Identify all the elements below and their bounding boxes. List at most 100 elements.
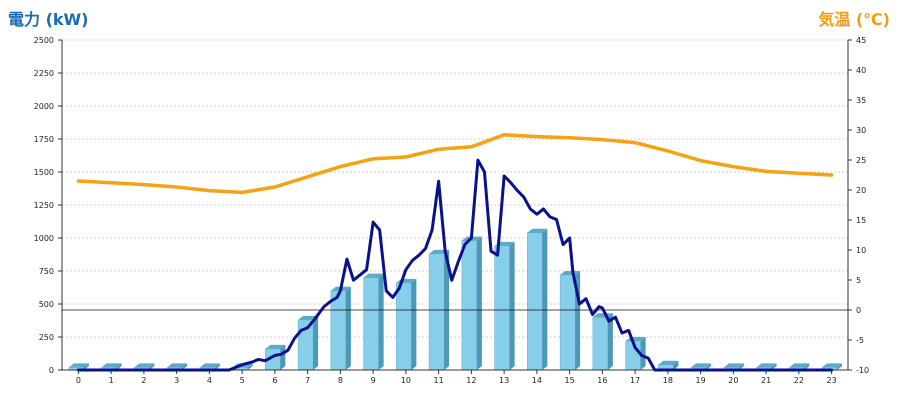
bar-side <box>509 241 515 370</box>
tick-labels: 02505007501000125015001750200022502500-1… <box>34 36 869 385</box>
bar-top <box>167 363 188 368</box>
right-tick-label: 5 <box>856 276 861 285</box>
right-axis-title: 気温 (℃) <box>818 10 890 29</box>
bar-side <box>771 363 777 370</box>
bar-side <box>83 363 89 370</box>
x-tick-label: 19 <box>696 376 706 385</box>
bar-side <box>837 363 843 370</box>
temperature-series <box>76 133 834 195</box>
left-tick-label: 250 <box>39 333 54 342</box>
bar-top <box>363 273 384 278</box>
bar-front <box>494 245 510 371</box>
bar-side <box>214 363 220 370</box>
x-tick-label: 21 <box>761 376 771 385</box>
power-line <box>76 158 834 372</box>
x-tick-label: 12 <box>466 376 476 385</box>
bar <box>396 278 417 371</box>
x-tick-label: 0 <box>76 376 81 385</box>
x-tick-label: 5 <box>240 376 245 385</box>
bar-top <box>822 363 843 368</box>
right-tick-label: 30 <box>856 126 866 135</box>
x-tick-label: 3 <box>174 376 179 385</box>
x-tick-label: 11 <box>434 376 444 385</box>
right-tick-label: 40 <box>856 66 866 75</box>
bar-side <box>706 363 712 370</box>
bar-side <box>247 363 253 370</box>
left-tick-label: 2500 <box>34 36 54 45</box>
bar-side <box>149 363 155 370</box>
bar-front <box>527 232 543 371</box>
bar-side <box>411 278 417 370</box>
axes <box>58 39 852 374</box>
bar-top <box>658 360 679 365</box>
x-tick-label: 8 <box>338 376 343 385</box>
bar-top <box>101 363 122 368</box>
bar <box>658 360 679 371</box>
bar <box>68 363 89 371</box>
right-tick-label: 35 <box>856 96 866 105</box>
right-tick-label: 15 <box>856 216 866 225</box>
bar-side <box>607 313 613 370</box>
left-tick-label: 0 <box>49 366 54 375</box>
x-tick-label: 9 <box>371 376 376 385</box>
x-tick-label: 18 <box>663 376 673 385</box>
left-tick-label: 2250 <box>34 69 54 78</box>
bar-top <box>723 363 744 368</box>
x-tick-label: 2 <box>141 376 146 385</box>
bar-top <box>134 363 155 368</box>
x-tick-label: 1 <box>109 376 114 385</box>
x-tick-label: 7 <box>305 376 310 385</box>
bar-top <box>691 363 712 368</box>
bar-top <box>265 344 286 349</box>
bar-top <box>560 270 581 275</box>
bar-top <box>789 363 810 368</box>
left-tick-label: 1000 <box>34 234 54 243</box>
bar-side <box>182 363 188 370</box>
bar-side <box>673 360 679 370</box>
x-tick-label: 6 <box>272 376 277 385</box>
bar-side <box>345 286 351 370</box>
right-tick-label: 0 <box>856 306 861 315</box>
left-tick-label: 1500 <box>34 168 54 177</box>
temperature-line <box>76 133 834 195</box>
right-tick-label: 25 <box>856 156 866 165</box>
left-tick-label: 500 <box>39 300 54 309</box>
right-tick-label: 10 <box>856 246 866 255</box>
bar-side <box>738 363 744 370</box>
bar-front <box>330 290 347 371</box>
bar <box>527 228 548 371</box>
bar-side <box>280 344 286 370</box>
x-tick-label: 22 <box>794 376 804 385</box>
left-axis-title: 電力 (kW) <box>8 10 89 29</box>
bar-front <box>363 277 379 371</box>
bar <box>297 315 319 371</box>
x-tick-label: 15 <box>565 376 575 385</box>
bar <box>461 236 482 371</box>
left-tick-label: 1750 <box>34 135 54 144</box>
bar <box>625 336 646 371</box>
x-tick-label: 23 <box>827 376 837 385</box>
bar-top <box>756 363 777 368</box>
bar-front <box>592 316 609 371</box>
bar-side <box>804 363 810 370</box>
right-tick-label: 20 <box>856 186 866 195</box>
left-tick-label: 750 <box>39 267 54 276</box>
left-tick-label: 1250 <box>34 201 54 210</box>
bar-side <box>640 336 646 370</box>
x-tick-label: 10 <box>401 376 411 385</box>
x-tick-label: 17 <box>630 376 640 385</box>
bar-front <box>559 274 576 371</box>
bar-top <box>199 363 220 368</box>
x-tick-label: 13 <box>499 376 509 385</box>
bar <box>494 241 515 371</box>
x-tick-label: 14 <box>532 376 542 385</box>
x-tick-label: 20 <box>728 376 738 385</box>
bar-side <box>476 236 482 370</box>
x-tick-label: 16 <box>597 376 607 385</box>
bar-top <box>527 228 548 233</box>
left-tick-label: 2000 <box>34 102 54 111</box>
bar-top <box>68 363 89 368</box>
bar-front <box>461 240 478 371</box>
bar-side <box>378 273 384 370</box>
